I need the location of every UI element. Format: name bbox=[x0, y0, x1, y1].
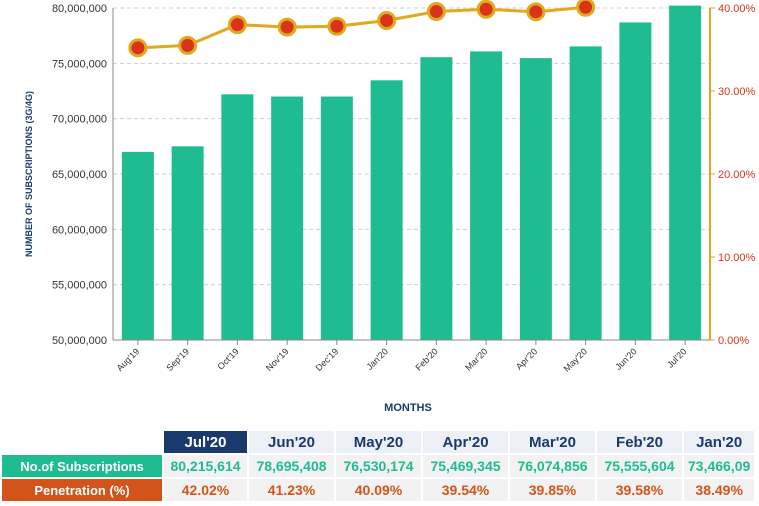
subscriptions-cell: 76,530,174 bbox=[336, 455, 421, 477]
table-corner bbox=[2, 431, 162, 453]
y-axis-title: NUMBER OF SUBSCRIPTIONS (3G/4G) bbox=[24, 91, 34, 257]
y-tick-label: 80,000,000 bbox=[52, 3, 107, 15]
y2-tick-label: 10.00% bbox=[718, 252, 756, 264]
bar bbox=[271, 96, 304, 341]
penetration-point bbox=[327, 16, 347, 36]
x-tick-label: Dec'19 bbox=[314, 346, 341, 373]
y-tick-label: 75,000,000 bbox=[52, 58, 107, 70]
penetration-line bbox=[137, 5, 586, 50]
x-tick-label: Oct'19 bbox=[216, 346, 241, 371]
month-header-mar20: Mar'20 bbox=[510, 431, 595, 453]
bar bbox=[121, 151, 154, 340]
x-tick-label: Aug'19 bbox=[115, 346, 142, 373]
subscriptions-label: No.of Subscriptions bbox=[2, 455, 162, 477]
bar bbox=[470, 51, 503, 340]
x-tick-label: Sep'19 bbox=[164, 346, 191, 373]
bar bbox=[420, 57, 453, 340]
x-axis-title: MONTHS bbox=[384, 402, 432, 414]
penetration-point bbox=[128, 38, 148, 58]
penetration-cell: 39.58% bbox=[597, 479, 682, 501]
penetration-cell: 41.23% bbox=[249, 479, 334, 501]
bar bbox=[171, 146, 204, 340]
y2-tick-label: 20.00% bbox=[718, 169, 756, 181]
bar bbox=[320, 96, 353, 341]
subscriptions-cell: 76,074,856 bbox=[510, 455, 595, 477]
x-tick-label: Nov'19 bbox=[264, 346, 291, 373]
table-header-row: Jul'20 Jun'20 May'20 Apr'20 Mar'20 Feb'2… bbox=[2, 431, 755, 453]
penetration-point bbox=[178, 35, 198, 55]
subscriptions-cell: 73,466,09 bbox=[684, 455, 755, 477]
y-tick-label: 60,000,000 bbox=[52, 224, 107, 236]
x-tick-label: Feb'20 bbox=[413, 346, 439, 372]
penetration-cell: 39.54% bbox=[423, 479, 508, 501]
y-tick-label: 65,000,000 bbox=[52, 169, 107, 181]
y-tick-label: 55,000,000 bbox=[52, 280, 107, 292]
penetration-point bbox=[526, 2, 546, 22]
y2-tick-label: 40.00% bbox=[718, 3, 756, 15]
y2-tick-label: 30.00% bbox=[718, 86, 756, 98]
penetration-cell: 38.49% bbox=[684, 479, 755, 501]
chart: 50,000,000 55,000,000 60,000,000 65,000,000… bbox=[24, 0, 756, 414]
month-header-jun20: Jun'20 bbox=[249, 431, 334, 453]
bar bbox=[370, 80, 403, 341]
bar bbox=[619, 22, 652, 340]
penetration-row: Penetration (%) 42.02% 41.23% 40.09% 39.… bbox=[2, 479, 755, 501]
penetration-point bbox=[227, 15, 247, 35]
month-header-feb20: Feb'20 bbox=[597, 431, 682, 453]
x-tick-label: May'20 bbox=[562, 346, 589, 373]
penetration-cell: 39.85% bbox=[510, 479, 595, 501]
x-tick-label: Mar'20 bbox=[463, 346, 489, 372]
penetration-point bbox=[476, 0, 496, 19]
penetration-point bbox=[426, 1, 446, 21]
y2-tick-label: 0.00% bbox=[718, 335, 749, 347]
data-table: Jul'20 Jun'20 May'20 Apr'20 Mar'20 Feb'2… bbox=[0, 429, 756, 503]
month-header-may20: May'20 bbox=[336, 431, 421, 453]
month-header-jan20: Jan'20 bbox=[684, 431, 755, 453]
month-header-apr20: Apr'20 bbox=[423, 431, 508, 453]
y-tick-label: 70,000,000 bbox=[52, 114, 107, 126]
y-tick-label: 50,000,000 bbox=[52, 335, 107, 347]
penetration-cell: 40.09% bbox=[336, 479, 421, 501]
penetration-point bbox=[377, 11, 397, 31]
month-header-jul20: Jul'20 bbox=[164, 431, 247, 453]
subscriptions-row: No.of Subscriptions 80,215,614 78,695,40… bbox=[2, 455, 755, 477]
penetration-label: Penetration (%) bbox=[2, 479, 162, 501]
x-tick-label: Apr'20 bbox=[514, 346, 539, 371]
x-tick-label: Jan'20 bbox=[364, 346, 390, 372]
penetration-point bbox=[277, 17, 297, 37]
bar bbox=[221, 94, 254, 340]
penetration-point bbox=[576, 0, 596, 17]
subscriptions-cell: 75,469,345 bbox=[423, 455, 508, 477]
subscriptions-cell: 75,555,604 bbox=[597, 455, 682, 477]
x-tick-label: Jul'20 bbox=[665, 346, 689, 370]
bar bbox=[569, 46, 602, 340]
penetration-cell: 42.02% bbox=[164, 479, 247, 501]
x-tick-label: Jun'20 bbox=[613, 346, 639, 372]
bar bbox=[519, 58, 552, 340]
bar bbox=[669, 5, 702, 341]
subscriptions-cell: 80,215,614 bbox=[164, 455, 247, 477]
subscriptions-cell: 78,695,408 bbox=[249, 455, 334, 477]
